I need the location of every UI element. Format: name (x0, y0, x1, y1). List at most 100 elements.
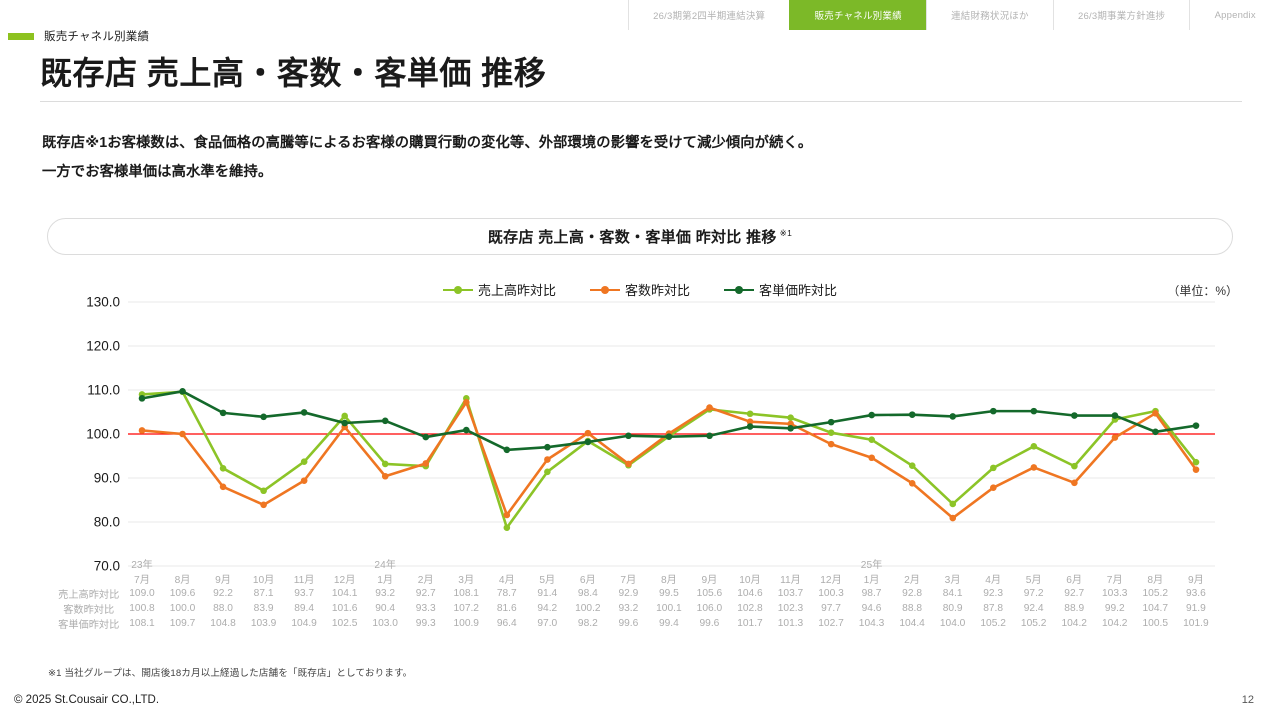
year-marker-empty (770, 556, 811, 571)
year-marker-empty (1135, 556, 1176, 571)
table-cell: 88.9 (1064, 603, 1085, 614)
year-marker: 23年 (131, 560, 153, 571)
table-cell: 97.0 (537, 618, 558, 629)
table-cell: 100.2 (575, 603, 601, 614)
table-cell: 78.7 (496, 588, 517, 599)
y-axis-tick: 70.0 (93, 558, 120, 574)
table-cell: 104.2 (1101, 618, 1128, 629)
data-point (300, 458, 308, 466)
section-eyebrow: 販売チャネル別業績 (8, 28, 149, 44)
y-axis-tick: 100.0 (86, 426, 120, 442)
legend-item-sales[interactable]: 売上高昨対比 (442, 280, 556, 299)
legend-marker-icon (589, 284, 620, 295)
table-cell: 104.9 (291, 618, 317, 629)
data-point (219, 483, 227, 491)
table-row-label: 客単価昨対比 (58, 620, 120, 631)
table-cell: 80.9 (942, 603, 963, 614)
data-point (1030, 464, 1038, 471)
table-cell: 93.3 (415, 603, 436, 614)
year-marker-empty (405, 556, 446, 571)
table-cell: 109.0 (129, 588, 155, 599)
data-point (625, 460, 632, 468)
x-axis-tick: 9月 (1187, 575, 1204, 586)
title-divider (40, 101, 1242, 102)
year-row-label (56, 556, 122, 571)
x-axis-tick: 9月 (701, 575, 718, 586)
data-point (381, 417, 389, 425)
legend-item-unitprice[interactable]: 客単価昨対比 (724, 280, 837, 299)
table-cell: 94.2 (537, 603, 558, 614)
table-cell: 102.5 (331, 618, 358, 629)
x-axis-tick: 8月 (1147, 575, 1164, 586)
table-cell: 104.0 (939, 618, 966, 629)
x-axis-tick: 10月 (252, 575, 275, 586)
legend-item-customers[interactable]: 客数昨対比 (589, 280, 690, 299)
tab-label: 販売チャネル別業績 (814, 11, 902, 22)
table-cell: 106.0 (696, 603, 723, 614)
year-marker-empty (608, 556, 649, 571)
chart-legend: 売上高昨対比 客数昨対比 客単価昨対比 (0, 280, 1280, 299)
data-point (260, 413, 267, 421)
year-marker-empty (1054, 556, 1095, 571)
tab-3[interactable]: 26/3期事業方針進捗 (1052, 0, 1190, 30)
table-cell: 99.5 (658, 588, 679, 599)
month-label-row: 7月 8月 9月 10月 11月 12月 1月 2月 3月 4月 5月 6月 7月 8月 9月 10月 11月 1… (56, 571, 1217, 586)
lead-text: 既存店※1お客様数は、食品価格の高騰等によるお客様の購買行動の変化等、外部環境の… (42, 136, 1192, 180)
data-point (990, 407, 997, 415)
table-cell: 99.3 (415, 618, 436, 629)
table-row: 客数昨対比 100.8 100.0 88.0 83.9 89.4 101.6 90.4 93.3… (56, 601, 1217, 616)
table-cell: 92.9 (618, 588, 639, 599)
data-point (949, 514, 957, 522)
data-point (138, 427, 146, 434)
x-axis-tick: 6月 (1066, 575, 1083, 586)
year-marker-empty (1013, 556, 1054, 571)
year-marker-empty (649, 556, 690, 571)
table-cell: 99.4 (658, 618, 679, 629)
table-cell: 88.0 (213, 603, 233, 614)
page-number: 12 (1241, 694, 1254, 706)
year-marker-empty (568, 556, 609, 571)
table-cell: 87.1 (253, 588, 274, 599)
table-cell: 105.2 (1020, 618, 1047, 629)
table-cell: 101.7 (737, 618, 763, 629)
data-point (1192, 422, 1200, 429)
tab-2[interactable]: 連結財務状況ほか (925, 0, 1053, 30)
year-marker-empty (487, 556, 528, 571)
data-point (138, 395, 146, 402)
table-cell: 103.7 (777, 588, 804, 599)
table-cell: 98.2 (577, 618, 598, 629)
tab-4[interactable]: Appendix (1189, 0, 1280, 30)
data-point (787, 414, 794, 422)
x-axis-tick: 7月 (134, 575, 150, 586)
data-point (949, 413, 957, 420)
table-cell: 90.4 (375, 603, 396, 614)
tab-1-active[interactable]: 販売チャネル別業績 (789, 0, 926, 30)
x-axis-tick: 7月 (1106, 575, 1123, 586)
data-point (219, 465, 227, 472)
tab-label: Appendix (1214, 9, 1256, 21)
x-axis-tick: 9月 (215, 575, 231, 586)
table-cell: 102.8 (737, 603, 763, 614)
table-cell: 89.4 (294, 603, 315, 614)
legend-label: 売上高昨対比 (477, 283, 556, 298)
table-cell: 108.1 (453, 588, 479, 599)
table-cell: 104.7 (1142, 603, 1169, 614)
chart-title-card: 既存店 売上高・客数・客単価 昨対比 推移 ※1 (47, 218, 1233, 255)
chart-plot-area: 130.0 120.0 110.0 100.0 90.0 80.0 70.0 (0, 294, 1280, 576)
data-point (1071, 462, 1078, 470)
year-marker-empty (527, 556, 568, 571)
year-marker-empty (243, 556, 284, 571)
x-axis-tick: 11月 (293, 575, 315, 586)
year-marker-empty (1176, 556, 1217, 571)
table-cell: 93.7 (294, 588, 315, 599)
tab-0[interactable]: 26/3期第2四半期連結決算 (628, 0, 790, 30)
data-point (990, 464, 997, 472)
table-cell: 88.8 (902, 603, 922, 614)
y-axis-tick: 130.0 (86, 294, 120, 310)
data-point (908, 479, 916, 487)
x-axis-tick: 10月 (739, 575, 761, 586)
table-cell: 92.7 (415, 588, 436, 599)
table-cell: 104.2 (1061, 618, 1087, 629)
data-point (260, 487, 267, 495)
table-row-label: 客数昨対比 (63, 605, 115, 616)
